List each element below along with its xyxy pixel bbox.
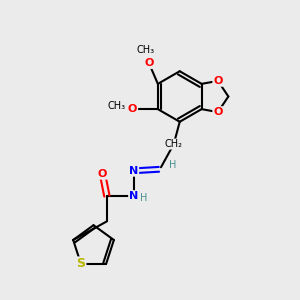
Text: O: O bbox=[98, 169, 107, 179]
Text: N: N bbox=[129, 166, 138, 176]
Text: O: O bbox=[213, 76, 223, 86]
Text: N: N bbox=[129, 191, 138, 201]
Text: O: O bbox=[128, 104, 137, 114]
Text: CH₃: CH₃ bbox=[137, 45, 155, 55]
Text: H: H bbox=[140, 193, 148, 202]
Text: CH₃: CH₃ bbox=[107, 101, 125, 111]
Text: O: O bbox=[144, 58, 154, 68]
Text: CH₂: CH₂ bbox=[165, 139, 183, 149]
Text: H: H bbox=[169, 160, 176, 170]
Text: S: S bbox=[76, 257, 85, 270]
Text: O: O bbox=[213, 107, 223, 117]
